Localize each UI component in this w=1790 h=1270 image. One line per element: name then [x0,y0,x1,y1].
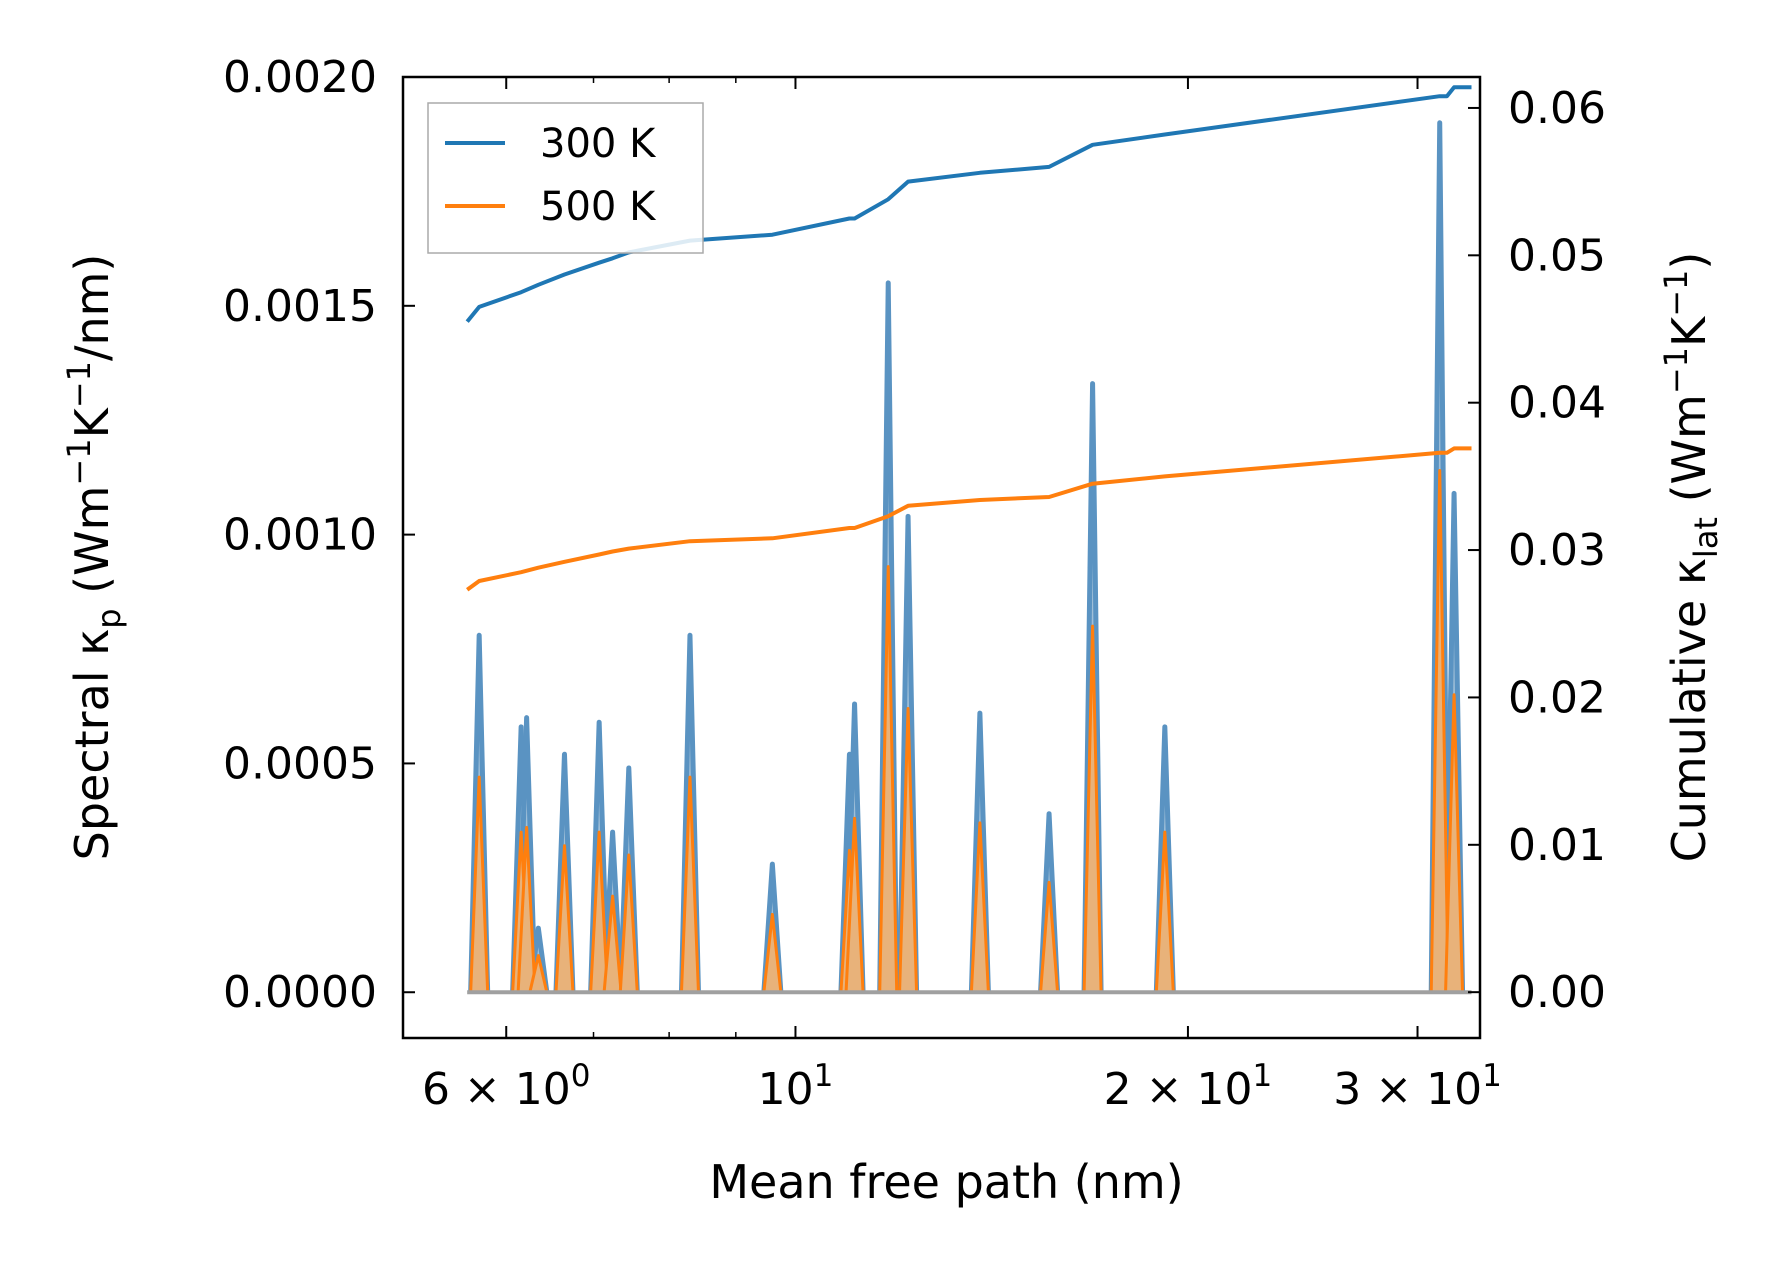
spectral-300k-peak-line [1153,724,1176,993]
spectral-500k-peak-line [679,775,700,993]
x-tick-label: 2 × 101 [1104,1058,1273,1115]
x-tick-label: 3 × 101 [1333,1058,1502,1115]
legend-label: 500 K [540,184,657,230]
spectral-300k-peak-line [553,751,576,993]
spectral-500k-peak-line [1154,830,1175,993]
spectral-300k-peak-line [761,861,784,993]
spectral-300k-peak-line [877,280,900,993]
spectral-500k-peak-line [878,565,899,993]
x-tick-label: 6 × 100 [422,1058,591,1115]
left-y-tick-label: 0.0000 [223,967,377,1018]
spectral-500k-peak-fill [590,832,608,993]
spectral-300k-peak-line [1428,120,1451,993]
spectral-500k-peak-fill [1445,694,1463,993]
spectral-500k-peak-fill [971,822,989,993]
left-y-tick-label: 0.0020 [223,52,377,103]
spectral-500k-peak-fill [1431,470,1449,993]
left-y-tick-label: 0.0005 [223,738,377,789]
x-axis-label: Mean free path (nm) [709,1155,1183,1209]
spectral-500k-peak-fill [470,777,488,993]
spectral-500k-peak-fill [529,955,547,993]
spectral-300k-peak-line [1081,381,1104,993]
left-y-tick-label: 0.0015 [223,281,377,332]
legend-label: 300 K [540,121,657,167]
spectral-500k-peak-fill [555,845,573,993]
spectral-500k-peak-line [898,707,919,993]
spectral-300k-peak-line [897,513,920,993]
spectral-300k-peak-line [1443,490,1466,993]
cumulative-500k-line [466,446,1472,592]
spectral-300k-peak-line [617,765,640,993]
spectral-500k-peak-line [1429,469,1450,993]
spectral-300k-peak-line [601,829,624,993]
spectral-300k-peak-line [1038,811,1061,993]
spectral-300k-peak-line [468,632,491,993]
right-y-tick-label: 0.03 [1508,525,1606,576]
spectral-500k-peak-fill [763,914,781,993]
right-y-tick-label: 0.05 [1508,230,1606,281]
spectral-500k-peak-fill [681,777,699,993]
line-group [465,85,1472,592]
spectral-500k-peak-fill [1156,832,1174,993]
right-y-tick-label: 0.04 [1508,378,1606,429]
cumulative-300k-line [465,85,1472,323]
spectral-500k-peak-line [602,894,623,993]
right-y-axis-label: Cumulative κlat (Wm−1K−1) [1657,252,1725,863]
spectral-500k-peak-line [618,853,639,993]
right-y-tick-label: 0.02 [1508,672,1606,723]
spectral-500k-peak-line [516,825,537,993]
spectral-500k-peak-line [969,821,990,993]
spectral-500k-peak-line [554,844,575,993]
spectral-500k-peak-line [1082,624,1103,993]
right-y-tick-label: 0.06 [1508,83,1606,134]
spectral-500k-peak-line [528,954,549,993]
right-y-tick-label: 0.00 [1508,967,1606,1018]
spectral-500k-peak-fill [518,827,536,993]
spectral-500k-peak-line [1039,880,1060,993]
axes-group: 0.0000 0.0005 0.0010 0.0015 0.0020 0.00 0.01 0.… [60,52,1725,1209]
legend: 300 K 500 K [427,102,704,254]
left-y-tick-label: 0.0010 [223,510,377,561]
spectral-500k-peak-fill [846,818,864,993]
spectral-500k-peak-fill [604,896,622,993]
spectral-500k-peak-fill [1040,882,1058,993]
left-y-axis-label: Spectral κp (Wm−1K−1/nm) [60,254,128,861]
spectral-300k-peak-line [968,710,991,993]
spectral-500k-peak-fill [879,566,897,993]
spectral-500k-peak-line [1444,693,1465,993]
spectral-fill-group [467,120,1472,995]
spectral-300k-peak-line [678,632,701,993]
axes-frame [401,75,1482,1040]
spectral-500k-peak-line [844,816,865,993]
spectral-500k-peak-line [589,830,610,993]
x-tick-label: 101 [758,1058,834,1115]
spectral-500k-peak-line [762,912,783,993]
spectral-500k-peak-fill [899,708,917,993]
legend-box [427,102,704,254]
right-y-tick-label: 0.01 [1508,820,1606,871]
spectral-500k-peak-fill [620,854,638,993]
spectral-500k-peak-fill [1084,626,1102,993]
spectral-300k-peak-line [588,719,611,993]
spectral-500k-peak-line [469,775,490,993]
